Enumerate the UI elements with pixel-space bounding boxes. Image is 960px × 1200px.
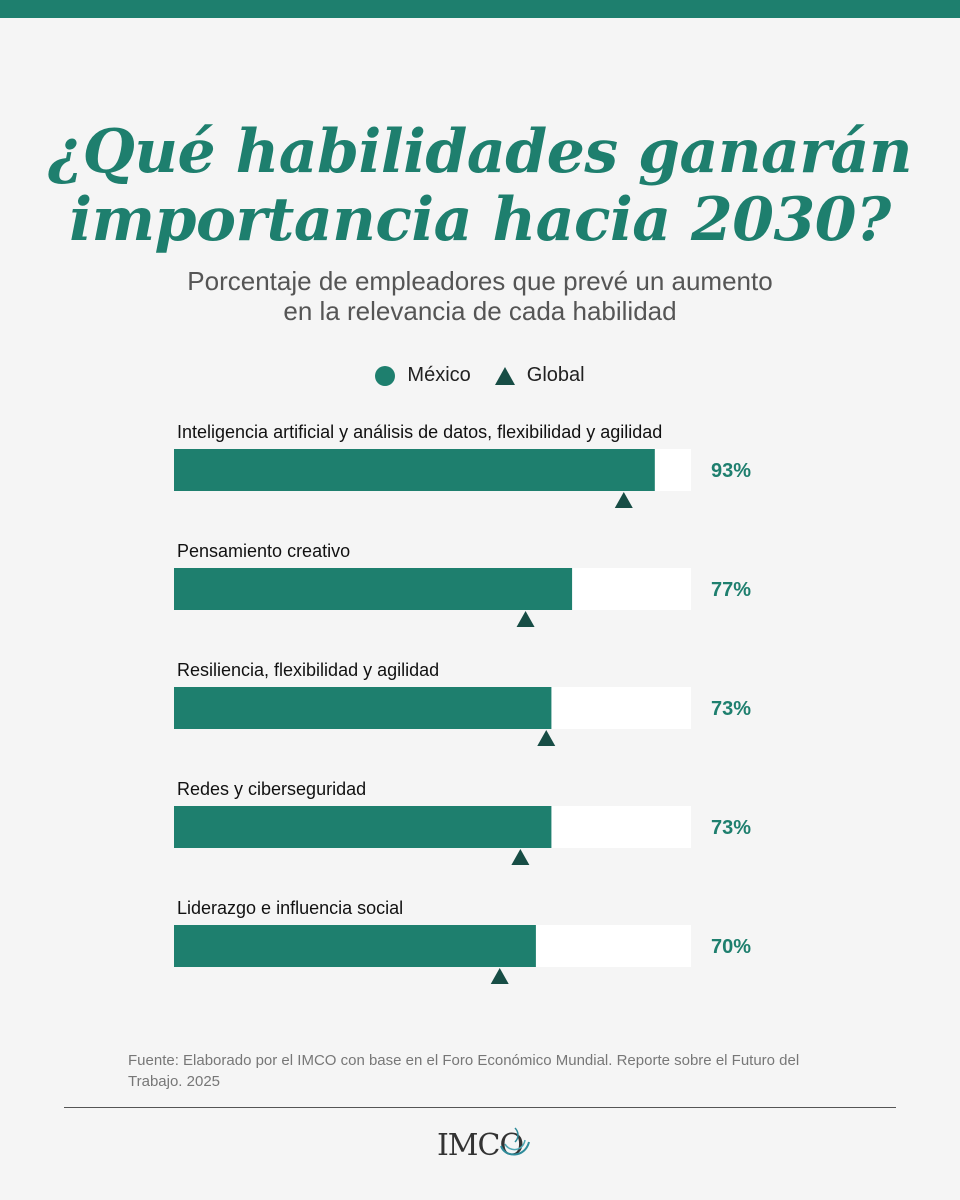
logo-wordmark: IMCO xyxy=(436,1127,530,1163)
triangle-marker-icon xyxy=(494,366,515,385)
legend-item-global: Global xyxy=(494,364,585,387)
circle-marker-icon xyxy=(375,365,396,386)
title-line-1: ¿Qué habilidades ganarán xyxy=(47,117,913,187)
value-label: 93% xyxy=(711,460,751,482)
global-marker xyxy=(516,611,535,627)
subtitle-line-2: en la relevancia de cada habilidad xyxy=(283,296,677,326)
legend-label-mexico: México xyxy=(407,364,471,386)
footer-divider xyxy=(64,1107,896,1108)
category-label: Liderazgo e influencia social xyxy=(177,898,403,918)
value-label: 77% xyxy=(711,579,751,601)
logo-text: IMCO xyxy=(436,1128,524,1163)
value-label: 73% xyxy=(711,698,751,720)
global-marker xyxy=(614,492,633,508)
global-marker xyxy=(511,849,530,865)
bar-mexico xyxy=(174,925,536,967)
bar-chart: Inteligencia artificial y análisis de da… xyxy=(174,422,751,984)
global-marker xyxy=(537,730,556,746)
imco-logo: IMCO xyxy=(0,1127,960,1163)
bar-mexico xyxy=(174,806,552,848)
title-line-2: importancia hacia 2030? xyxy=(69,185,891,255)
chart-legend: México Global xyxy=(0,364,960,387)
category-label: Resiliencia, flexibilidad y agilidad xyxy=(177,660,439,680)
category-label: Redes y ciberseguridad xyxy=(177,779,366,799)
legend-item-mexico: México xyxy=(375,364,471,387)
value-label: 73% xyxy=(711,817,751,839)
legend-label-global: Global xyxy=(526,364,585,386)
bar-mexico xyxy=(174,449,655,491)
source-note: Fuente: Elaborado por el IMCO con base e… xyxy=(128,1052,800,1090)
top-accent-band xyxy=(0,0,960,18)
chart-subtitle: Porcentaje de empleadores que prevé un a… xyxy=(0,266,960,326)
logo-swirl-icon xyxy=(499,1127,530,1156)
bar-mexico xyxy=(174,568,573,610)
category-label: Inteligencia artificial y análisis de da… xyxy=(177,422,662,442)
global-marker xyxy=(490,968,509,984)
category-label: Pensamiento creativo xyxy=(177,541,350,561)
value-label: 70% xyxy=(711,936,751,958)
subtitle-line-1: Porcentaje de empleadores que prevé un a… xyxy=(187,266,773,296)
bar-mexico xyxy=(174,687,552,729)
chart-title: ¿Qué habilidades ganarán importancia hac… xyxy=(0,118,960,254)
